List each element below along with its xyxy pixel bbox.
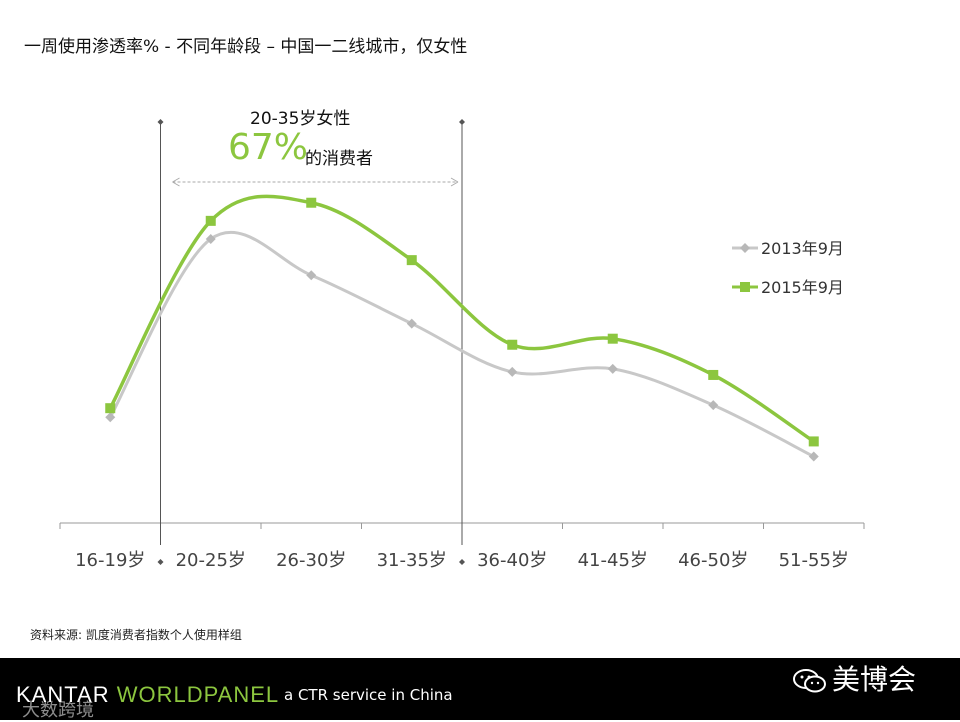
data-point-series-0 <box>708 400 719 411</box>
x-tick-label: 46-50岁 <box>678 550 748 571</box>
data-point-series-0 <box>607 363 618 374</box>
logo-text-kantar: KANTAR <box>16 682 117 707</box>
legend-label-0: 2013年9月 <box>761 239 844 258</box>
data-point-series-1 <box>406 255 417 266</box>
data-point-series-1 <box>507 339 518 350</box>
x-tick-label: 51-55岁 <box>779 550 849 571</box>
x-tick-label: 16-19岁 <box>75 550 145 571</box>
kantar-logo: KANTAR WORLDPANEL <box>16 682 279 708</box>
legend-marker-1 <box>740 282 750 292</box>
page-title: 一周使用渗透率% - 不同年龄段 – 中国一二线城市，仅女性 <box>24 37 468 57</box>
range-arrowhead-left <box>172 177 180 187</box>
watermark-left: 大数跨境 <box>22 700 94 721</box>
range-diamond-marker <box>459 559 465 565</box>
wechat-icon <box>793 669 826 693</box>
data-point-series-0 <box>406 318 417 329</box>
data-point-series-1 <box>808 436 819 447</box>
watermark-right: 美博会 <box>792 658 916 698</box>
legend-marker-0 <box>740 243 750 253</box>
data-point-series-1 <box>607 333 618 344</box>
data-point-series-0 <box>105 412 116 423</box>
data-point-series-1 <box>105 403 116 414</box>
source-note: 资料来源: 凯度消费者指数个人使用样组 <box>30 628 242 642</box>
legend-label-1: 2015年9月 <box>761 278 844 297</box>
annotation-percent: 67% <box>228 127 309 168</box>
range-diamond-marker <box>157 559 164 565</box>
data-point-series-0 <box>507 366 518 377</box>
footer-bar: KANTAR WORLDPANEL a CTR service in China… <box>0 658 960 721</box>
data-point-series-0 <box>808 451 819 462</box>
x-tick-label: 41-45岁 <box>578 550 648 571</box>
range-diamond-marker <box>157 119 164 125</box>
data-point-series-1 <box>205 215 216 226</box>
data-point-series-0 <box>205 233 216 244</box>
data-point-series-1 <box>306 197 317 208</box>
range-arrowhead-right <box>450 177 459 187</box>
watermark-right-text: 美博会 <box>832 663 917 696</box>
range-diamond-marker <box>459 119 465 125</box>
data-point-series-1 <box>708 369 719 380</box>
footer-tagline: a CTR service in China <box>284 686 453 704</box>
annotation-label: 20-35岁女性 <box>250 109 351 129</box>
data-point-series-0 <box>306 270 317 281</box>
x-tick-label: 26-30岁 <box>276 550 346 571</box>
logo-text-worldpanel: WORLDPANEL <box>116 682 280 707</box>
annotation-suffix: 的消费者 <box>305 149 373 169</box>
x-tick-label: 36-40岁 <box>477 550 547 571</box>
x-tick-label: 20-25岁 <box>176 550 246 571</box>
line-chart: 16-19岁 20-25岁 26-30岁 31-35岁 36-40岁 41-45岁 46-5… <box>59 119 865 571</box>
x-tick-label: 31-35岁 <box>377 550 447 571</box>
